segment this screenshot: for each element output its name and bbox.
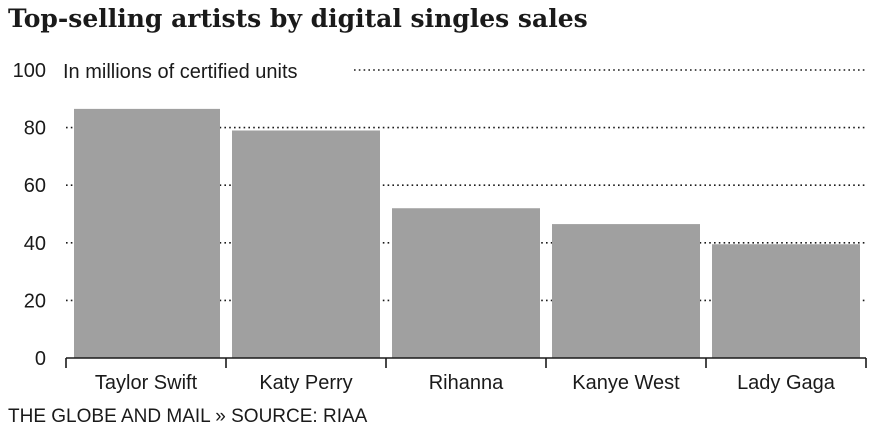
- category-labels: Taylor Swift Katy Perry Rihanna Kanye West L…: [95, 372, 836, 394]
- y-tick-label-100: 100: [13, 60, 46, 82]
- category-label-kanye-west: Kanye West: [572, 372, 680, 394]
- y-tick-label-80: 80: [24, 118, 46, 140]
- bar-rihanna: [392, 208, 540, 358]
- source-note: THE GLOBE AND MAIL » SOURCE: RIAA: [8, 406, 368, 427]
- category-label-katy-perry: Katy Perry: [259, 372, 352, 394]
- y-tick-label-40: 40: [24, 233, 46, 255]
- y-tick-label-60: 60: [24, 175, 46, 197]
- category-label-taylor-swift: Taylor Swift: [95, 372, 198, 394]
- category-label-rihanna: Rihanna: [429, 372, 504, 394]
- x-axis: [65, 357, 867, 368]
- y-tick-labels: 0 20 40 60 80 100: [13, 60, 46, 370]
- bar-taylor-swift: [74, 108, 220, 358]
- bars: [74, 108, 860, 358]
- bar-katy-perry: [232, 130, 380, 358]
- category-label-lady-gaga: Lady Gaga: [737, 372, 836, 394]
- y-tick-label-0: 0: [35, 348, 46, 370]
- bar-kanye-west: [552, 224, 700, 358]
- unit-label: In millions of certified units: [63, 61, 298, 83]
- y-tick-label-20: 20: [24, 290, 46, 312]
- chart-title: Top-selling artists by digital singles s…: [8, 4, 588, 33]
- bar-lady-gaga: [712, 244, 860, 358]
